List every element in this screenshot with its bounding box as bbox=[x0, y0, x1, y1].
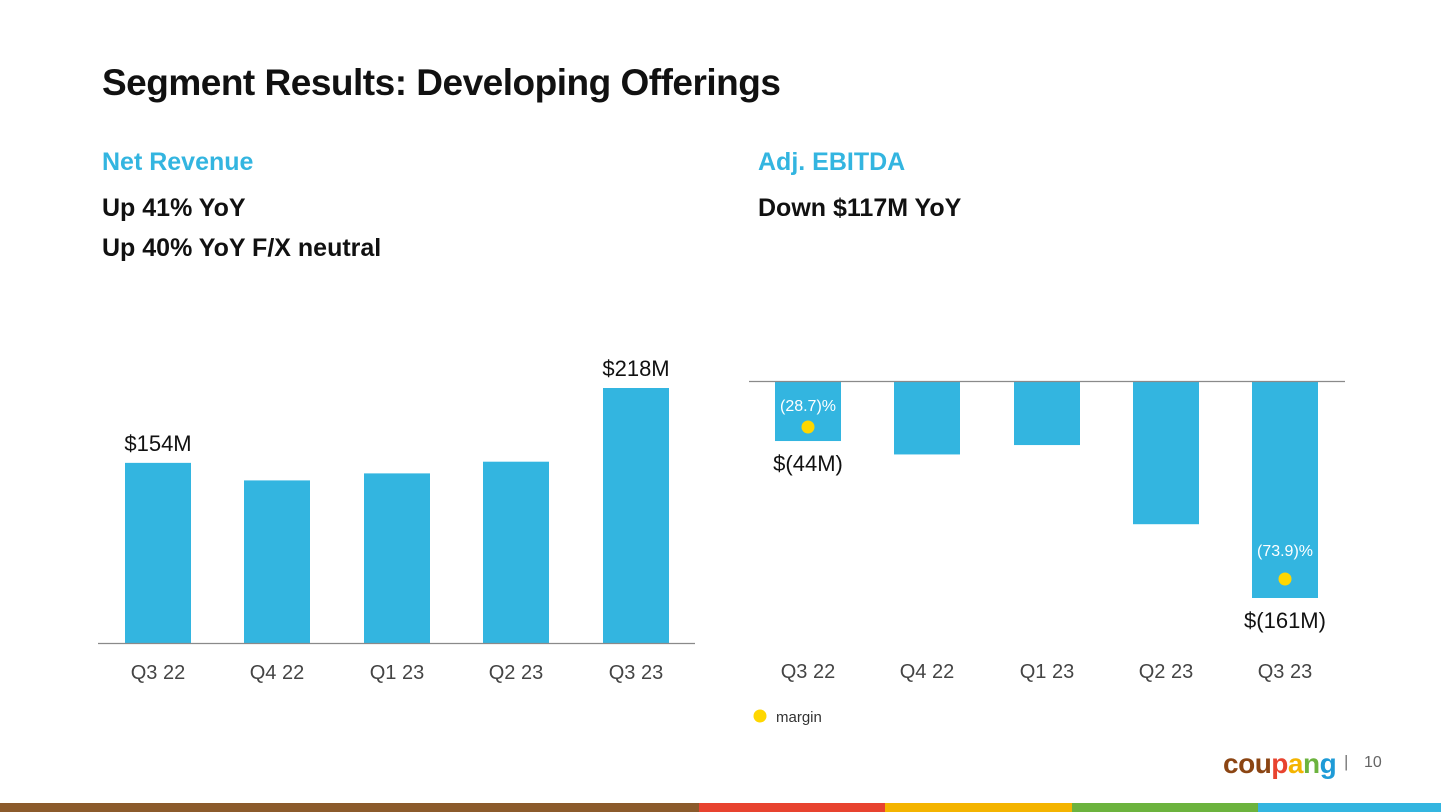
ebitda-bar-q4-22 bbox=[894, 382, 960, 455]
ebitda-x-tick: Q3 22 bbox=[781, 661, 835, 683]
adj-ebitda-yoy: Down $117M YoY bbox=[758, 194, 962, 222]
revenue-x-tick: Q3 23 bbox=[609, 662, 663, 684]
revenue-bar-q3-22 bbox=[125, 462, 191, 643]
ebitda-x-tick: Q4 22 bbox=[900, 661, 954, 683]
page-title: Segment Results: Developing Offerings bbox=[102, 62, 781, 103]
ebitda-margin-marker bbox=[801, 420, 815, 434]
revenue-x-tick: Q2 23 bbox=[489, 662, 543, 684]
logo-letter: g bbox=[1319, 748, 1337, 779]
net-revenue-fx-neutral: Up 40% YoY F/X neutral bbox=[102, 234, 382, 262]
page-number: 10 bbox=[1364, 754, 1382, 771]
revenue-bar-q3-23 bbox=[603, 388, 669, 643]
logo-letter: o bbox=[1238, 748, 1255, 779]
revenue-data-label: $218M bbox=[602, 356, 669, 381]
logo-letter: p bbox=[1271, 748, 1288, 779]
revenue-x-tick: Q3 22 bbox=[131, 662, 185, 684]
revenue-x-tick: Q4 22 bbox=[250, 662, 304, 684]
logo-letter: a bbox=[1287, 748, 1304, 779]
revenue-bar-q1-23 bbox=[364, 473, 430, 643]
net-revenue-yoy: Up 41% YoY bbox=[102, 194, 246, 222]
ebitda-margin-label: (28.7)% bbox=[780, 398, 836, 415]
ebitda-margin-label: (73.9)% bbox=[1257, 543, 1313, 560]
adj-ebitda-heading: Adj. EBITDA bbox=[758, 148, 906, 176]
ebitda-bar-q1-23 bbox=[1014, 382, 1080, 446]
ebitda-data-label: $(44M) bbox=[773, 451, 843, 476]
revenue-bar-q2-23 bbox=[483, 461, 549, 643]
stripe-segment bbox=[1258, 803, 1441, 812]
stripe-segment bbox=[1072, 803, 1258, 812]
ebitda-x-tick: Q1 23 bbox=[1020, 661, 1074, 683]
stripe-segment bbox=[885, 803, 1072, 812]
ebitda-x-tick: Q2 23 bbox=[1139, 661, 1193, 683]
ebitda-data-label: $(161M) bbox=[1244, 608, 1326, 633]
legend-margin-marker bbox=[753, 709, 767, 723]
ebitda-x-tick: Q3 23 bbox=[1258, 661, 1312, 683]
revenue-bar-q4-22 bbox=[244, 480, 310, 643]
stripe-segment bbox=[0, 803, 699, 812]
ebitda-margin-marker bbox=[1278, 572, 1292, 586]
logo-letter: u bbox=[1254, 748, 1272, 779]
ebitda-bar-q3-23 bbox=[1252, 382, 1318, 598]
footer-separator: | bbox=[1344, 752, 1349, 771]
ebitda-bar-q2-23 bbox=[1133, 382, 1199, 525]
legend-margin-label: margin bbox=[776, 709, 822, 726]
stripe-segment bbox=[699, 803, 885, 812]
logo-letter: c bbox=[1223, 748, 1239, 779]
revenue-data-label: $154M bbox=[124, 431, 191, 456]
net-revenue-heading: Net Revenue bbox=[102, 148, 254, 176]
logo-letter: n bbox=[1302, 748, 1320, 779]
revenue-x-tick: Q1 23 bbox=[370, 662, 424, 684]
coupang-logo: coupang bbox=[1223, 748, 1337, 780]
